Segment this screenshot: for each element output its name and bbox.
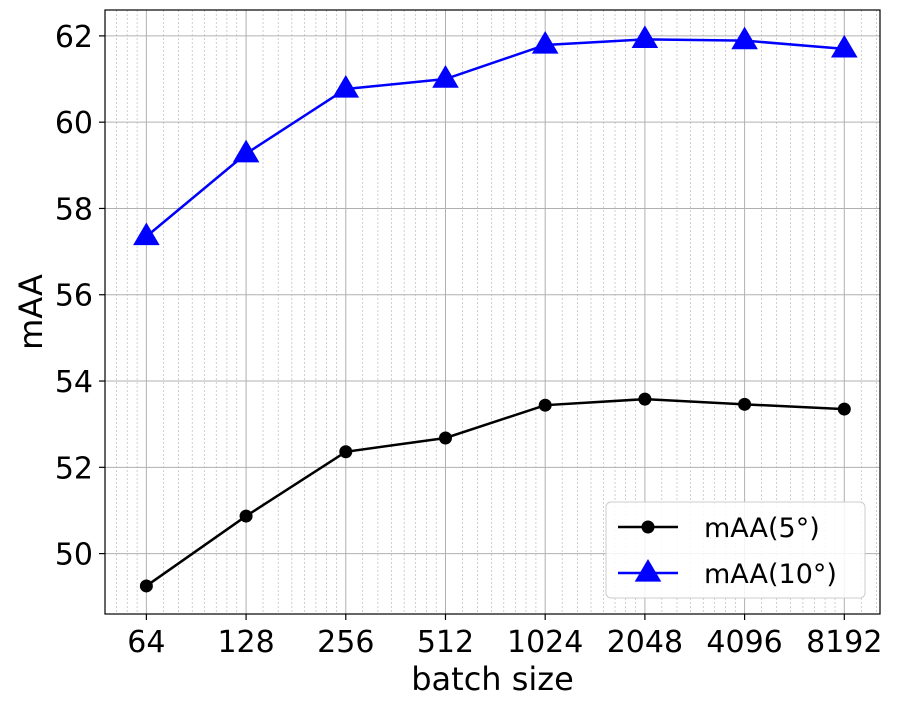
y-axis-title: mAA	[12, 274, 50, 350]
x-axis-title: batch size	[411, 660, 574, 698]
x-tick-label: 4096	[706, 625, 782, 660]
x-tick-label: 8192	[806, 625, 882, 660]
series-layer	[133, 25, 858, 593]
y-tick-label: 58	[55, 192, 93, 227]
data-point	[731, 26, 758, 50]
series-line	[145, 38, 845, 238]
y-tick-label: 56	[55, 279, 93, 314]
x-tick-label: 1024	[507, 625, 583, 660]
data-point	[339, 445, 353, 459]
legend-label: mAA(5°)	[704, 513, 820, 544]
data-point	[738, 397, 752, 411]
data-point	[837, 402, 851, 416]
y-tick-label: 62	[55, 20, 93, 55]
data-point	[631, 25, 659, 49]
legend-marker	[641, 520, 655, 534]
data-point	[438, 431, 452, 445]
data-point	[232, 139, 260, 163]
x-tick-label: 512	[417, 625, 474, 660]
data-point	[432, 65, 459, 88]
y-tick-label: 60	[55, 106, 93, 141]
legend-marker	[634, 559, 662, 582]
legend-label: mAA(10°)	[704, 559, 837, 590]
data-point	[139, 579, 153, 593]
data-point	[531, 30, 559, 54]
data-point	[538, 398, 552, 412]
data-point	[239, 509, 253, 523]
series-line	[145, 397, 845, 587]
data-point	[133, 222, 160, 246]
data-point	[830, 34, 858, 58]
plot-frame	[104, 9, 881, 615]
y-tick-label: 52	[55, 451, 93, 486]
y-tick-label: 50	[55, 538, 93, 573]
data-point	[332, 74, 360, 98]
x-tick-label: 256	[317, 625, 374, 660]
x-tick-label: 2048	[607, 625, 683, 660]
y-tick-label: 54	[55, 365, 93, 400]
x-tick-label: 128	[217, 625, 274, 660]
x-tick-label: 64	[127, 625, 165, 660]
data-point	[638, 392, 652, 406]
tick-layer: 64 128 256 512 1024 2048 4096 8192 50 52 54 56 58 60 6…	[55, 20, 883, 660]
legend: mAA(5°) mAA(10°)	[605, 501, 866, 599]
